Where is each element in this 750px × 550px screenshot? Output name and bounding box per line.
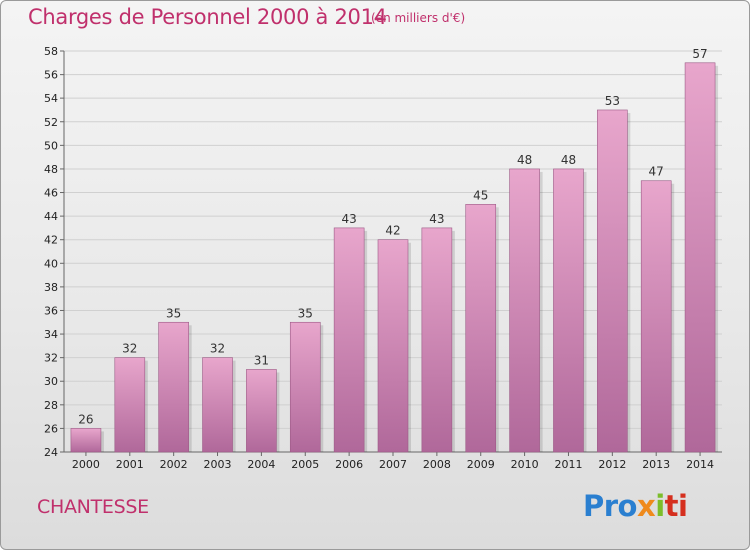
y-tick-label: 44 — [44, 210, 58, 223]
x-tick-label: 2011 — [554, 458, 582, 471]
bar — [70, 428, 102, 453]
logo-part: ti — [664, 489, 688, 523]
y-tick-label: 54 — [44, 92, 58, 105]
bar — [246, 369, 277, 453]
y-tick-label: 24 — [44, 446, 58, 459]
bar — [289, 321, 321, 453]
bars — [70, 62, 719, 453]
bar — [684, 62, 716, 453]
x-tick-label: 2005 — [291, 458, 319, 471]
bar — [202, 357, 233, 453]
bar — [421, 227, 453, 453]
y-tick-label: 56 — [44, 69, 58, 82]
y-tick-label: 28 — [44, 399, 58, 412]
y-tick-label: 36 — [44, 304, 58, 317]
x-tick-label: 2010 — [511, 458, 539, 471]
chart-subtitle: (en milliers d'€) — [371, 11, 466, 25]
y-tick-label: 26 — [44, 422, 58, 435]
bar — [114, 357, 146, 453]
x-tick-label: 2004 — [247, 458, 275, 471]
y-tick-label: 42 — [44, 234, 58, 247]
x-tick-label: 2000 — [72, 458, 100, 471]
y-tick-label: 50 — [44, 139, 58, 152]
x-tick-label: 2003 — [204, 458, 232, 471]
y-tick-label: 30 — [44, 375, 58, 388]
bar — [377, 239, 409, 453]
logo-part: x — [636, 489, 656, 523]
bar — [597, 109, 628, 453]
y-tick-label: 48 — [44, 163, 58, 176]
bar-value-label: 48 — [561, 153, 576, 167]
y-tick-label: 52 — [44, 116, 58, 129]
bar — [553, 168, 584, 453]
bar-value-label: 43 — [429, 212, 444, 226]
x-tick-label: 2009 — [467, 458, 495, 471]
y-tick-label: 34 — [44, 328, 58, 341]
y-tick-label: 38 — [44, 281, 58, 294]
logo-part: i — [655, 489, 665, 523]
x-tick-label: 2013 — [642, 458, 670, 471]
y-tick-label: 40 — [44, 257, 58, 270]
logo-part: Pro — [583, 489, 637, 523]
bar-value-label: 26 — [78, 412, 93, 426]
bar-value-label: 32 — [122, 342, 137, 356]
x-tick-label: 2001 — [116, 458, 144, 471]
bar-value-label: 42 — [385, 224, 400, 238]
bar-value-label: 57 — [692, 47, 707, 61]
data-labels: 26 32 35 32 31 35 43 42 43 45 48 48 53 47 57 — [78, 47, 707, 427]
tick-labels: 24 26 28 30 32 34 36 38 40 42 44 46 48 50 52 54 56 58 2000… — [44, 45, 714, 471]
x-tick-label: 2007 — [379, 458, 407, 471]
bar — [158, 321, 189, 453]
x-tick-label: 2006 — [335, 458, 363, 471]
bar-value-label: 48 — [517, 153, 532, 167]
y-tick-label: 46 — [44, 187, 58, 200]
bar-value-label: 43 — [341, 212, 356, 226]
bar — [333, 227, 365, 453]
bar-value-label: 32 — [210, 342, 225, 356]
bar-value-label: 53 — [605, 94, 620, 108]
commune-name: CHANTESSE — [37, 496, 149, 518]
y-tick-label: 32 — [44, 352, 58, 365]
x-tick-label: 2008 — [423, 458, 451, 471]
bar — [465, 204, 497, 453]
x-tick-label: 2002 — [160, 458, 188, 471]
bar-value-label: 47 — [649, 165, 664, 179]
y-tick-label: 58 — [44, 45, 58, 58]
bar — [509, 168, 540, 453]
bar-value-label: 45 — [473, 188, 488, 202]
bar — [640, 180, 672, 453]
x-tick-label: 2014 — [686, 458, 714, 471]
x-tick-label: 2012 — [598, 458, 626, 471]
bar-value-label: 35 — [166, 306, 181, 320]
bar-value-label: 31 — [254, 353, 269, 367]
proxiti-logo: Proxiti — [583, 489, 688, 523]
chart-title: Charges de Personnel 2000 à 2014 — [28, 5, 387, 29]
bar-value-label: 35 — [298, 306, 313, 320]
